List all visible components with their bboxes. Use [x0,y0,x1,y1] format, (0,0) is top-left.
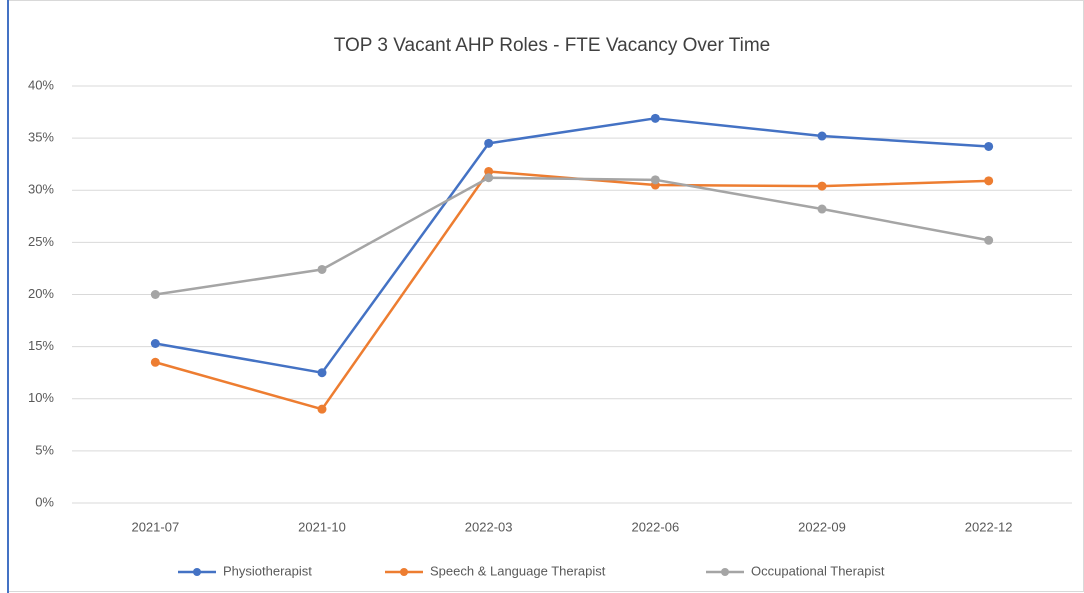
data-point [817,131,827,141]
chart-title: TOP 3 Vacant AHP Roles - FTE Vacancy Ove… [334,35,770,56]
data-point [150,290,160,299]
y-tick-label: 10% [28,390,54,405]
data-point [984,235,994,245]
x-tick-label: 2022-09 [798,519,846,534]
y-tick-label: 15% [28,338,54,353]
data-point [984,176,994,186]
data-point [150,338,160,348]
y-tick-label: 35% [28,130,54,145]
data-point [317,404,327,414]
y-tick-label: 25% [28,234,54,249]
x-tick-label: 2022-12 [965,519,1013,534]
y-tick-label: 5% [35,442,54,457]
legend-marker [400,568,408,576]
data-point [317,264,327,274]
legend-label: Speech & Language Therapist [430,563,606,578]
x-tick-label: 2021-10 [298,519,346,534]
data-point [817,181,827,191]
data-point [650,175,660,185]
y-tick-label: 20% [28,286,54,301]
legend-label: Physiotherapist [223,563,312,578]
data-point [484,166,494,176]
legend-marker [193,568,201,576]
data-point [650,113,660,123]
x-tick-label: 2022-06 [631,519,679,534]
data-point [817,204,827,214]
y-tick-label: 30% [28,182,54,197]
data-point [150,357,160,367]
y-tick-label: 0% [35,494,54,509]
data-point [484,138,494,148]
y-tick-label: 40% [28,77,54,92]
series-line [155,176,989,296]
legend-marker [721,568,729,576]
data-point [484,173,494,183]
data-point [984,141,994,151]
chart-border [8,0,1084,592]
x-tick-label: 2021-07 [131,519,179,534]
legend-label: Occupational Therapist [751,563,885,578]
series-line [155,117,989,374]
data-point [317,368,327,378]
x-tick-label: 2022-03 [465,519,513,534]
